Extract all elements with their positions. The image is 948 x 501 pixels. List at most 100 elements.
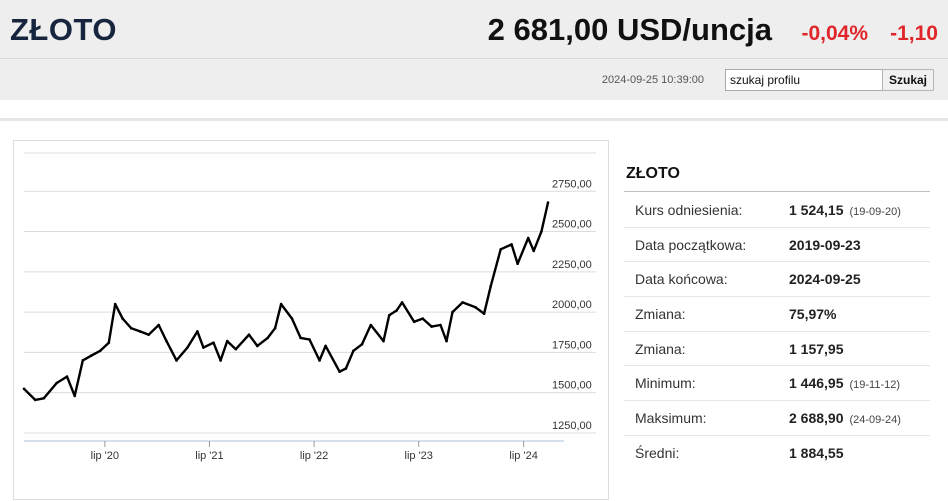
price-point xyxy=(439,323,442,327)
y-axis-labels: 2750,00 2500,00 2250,00 2000,00 1750,00 1500,… xyxy=(552,178,592,432)
stats-value: 2024-09-25 xyxy=(789,271,861,287)
price-point xyxy=(22,387,26,391)
price-point xyxy=(121,317,124,320)
stats-value: 2019-09-23 xyxy=(789,237,861,253)
y-tick-label: 1500,00 xyxy=(552,380,592,392)
quote-timestamp: 2024-09-25 10:39:00 xyxy=(601,74,704,86)
stats-table: Kurs odniesienia: 1 524,15 (19-09-20) Dat… xyxy=(624,193,930,470)
stats-value: 1 157,95 xyxy=(789,341,844,357)
price-point xyxy=(225,339,229,343)
stats-value: 1 446,95 (19-11-12) xyxy=(789,375,900,391)
stats-row-change-pct: Zmiana: 75,97% xyxy=(624,297,930,332)
stats-value-text: 2024-09-25 xyxy=(789,271,861,288)
y-tick-label: 1750,00 xyxy=(552,339,592,351)
price-point xyxy=(247,333,251,336)
stats-row-maximum: Maksimum: 2 688,90 (24-09-24) xyxy=(624,401,930,436)
price-point xyxy=(290,317,294,320)
price-point xyxy=(338,370,341,374)
stats-value-text: 2 688,90 xyxy=(789,410,844,427)
price-point xyxy=(273,326,277,330)
info-title-divider xyxy=(624,191,930,192)
stats-value: 1 524,15 (19-09-20) xyxy=(789,202,901,218)
price-point xyxy=(482,312,486,316)
stats-row-reference: Kurs odniesienia: 1 524,15 (19-09-20) xyxy=(624,193,930,228)
stats-value-text: 1 524,15 xyxy=(789,202,844,218)
price-point xyxy=(299,336,302,340)
stats-row-start-date: Data początkowa: 2019-09-23 xyxy=(624,228,930,263)
price-point xyxy=(175,359,178,362)
stats-label: Maksimum: xyxy=(635,410,707,427)
stats-value-text: 1 884,55 xyxy=(789,444,844,461)
current-price: 2 681,00 USD/uncja xyxy=(487,12,772,47)
price-point xyxy=(421,317,425,320)
stats-label: Zmiana: xyxy=(635,340,686,357)
price-chart-svg: 2750,00 2500,00 2250,00 2000,00 1750,00 1500,… xyxy=(22,152,596,462)
price-point xyxy=(412,320,416,324)
stats-row-end-date: Data końcowa: 2024-09-25 xyxy=(624,262,930,298)
chart-gridlines xyxy=(24,152,596,434)
change-absolute: -1,10 xyxy=(890,22,938,45)
price-point xyxy=(138,330,142,333)
price-line xyxy=(23,202,550,402)
search-button[interactable]: Szukaj xyxy=(882,69,934,91)
price-point xyxy=(499,247,503,251)
stats-value: 2 688,90 (24-09-24) xyxy=(789,410,901,426)
y-tick-label: 2500,00 xyxy=(552,219,592,231)
y-tick-label: 2250,00 xyxy=(552,259,592,271)
price-point xyxy=(445,339,448,343)
price-point xyxy=(324,344,327,348)
price-point xyxy=(279,302,283,306)
x-axis: lip '20 lip '21 lip '22 lip '23 lip '24 xyxy=(24,440,564,462)
x-tick-label: lip '22 xyxy=(300,450,328,462)
stats-row-change-abs: Zmiana: 1 157,95 xyxy=(624,332,930,367)
price-point xyxy=(65,375,69,378)
price-point xyxy=(516,262,519,266)
price-point xyxy=(212,341,215,345)
price-point xyxy=(540,230,543,233)
price-point xyxy=(234,347,238,351)
stats-date: (24-09-24) xyxy=(849,414,901,427)
y-tick-label: 2000,00 xyxy=(552,299,592,311)
stats-label: Zmiana: xyxy=(635,306,686,323)
price-point xyxy=(42,397,46,400)
change-percent: -0,04% xyxy=(801,22,868,45)
y-tick-label: 1250,00 xyxy=(552,420,592,432)
stats-label: Data końcowa: xyxy=(635,271,728,288)
header-bar: ZŁOTO 2 681,00 USD/uncja -0,04% -1,10 20… xyxy=(0,0,948,100)
price-point xyxy=(98,349,102,353)
price-point xyxy=(510,243,513,246)
price-point xyxy=(400,301,404,304)
price-point xyxy=(546,201,550,204)
stats-label: Średni: xyxy=(635,444,680,461)
price-point xyxy=(532,249,535,253)
price-point xyxy=(526,236,530,240)
price-chart[interactable]: 2750,00 2500,00 2250,00 2000,00 1750,00 1500,… xyxy=(13,140,609,500)
price-point xyxy=(147,333,150,336)
price-point xyxy=(360,343,364,346)
price-point xyxy=(318,359,321,362)
x-tick-label: lip '23 xyxy=(405,450,433,462)
y-tick-label: 2750,00 xyxy=(552,178,592,190)
price-series xyxy=(22,201,550,402)
stats-label: Minimum: xyxy=(635,375,696,392)
stats-row-minimum: Minimum: 1 446,95 (19-11-12) xyxy=(624,366,930,402)
price-point xyxy=(165,339,168,343)
profile-search-input[interactable] xyxy=(725,69,883,91)
stats-value: 75,97% xyxy=(789,306,836,322)
stats-label: Kurs odniesienia: xyxy=(635,202,743,218)
header-divider xyxy=(0,58,948,59)
price-point xyxy=(90,354,93,357)
price-point xyxy=(474,305,477,309)
price-point xyxy=(73,394,77,398)
info-title: ZŁOTO xyxy=(626,165,680,182)
price-point xyxy=(196,330,199,333)
price-point xyxy=(369,323,373,327)
price-point xyxy=(266,336,269,340)
price-point xyxy=(55,381,58,385)
price-point xyxy=(430,325,433,328)
x-tick-label: lip '20 xyxy=(91,450,119,462)
price-point xyxy=(387,314,391,317)
price-point xyxy=(81,359,85,362)
price-point xyxy=(202,346,205,349)
x-tick-label: lip '21 xyxy=(195,450,223,462)
